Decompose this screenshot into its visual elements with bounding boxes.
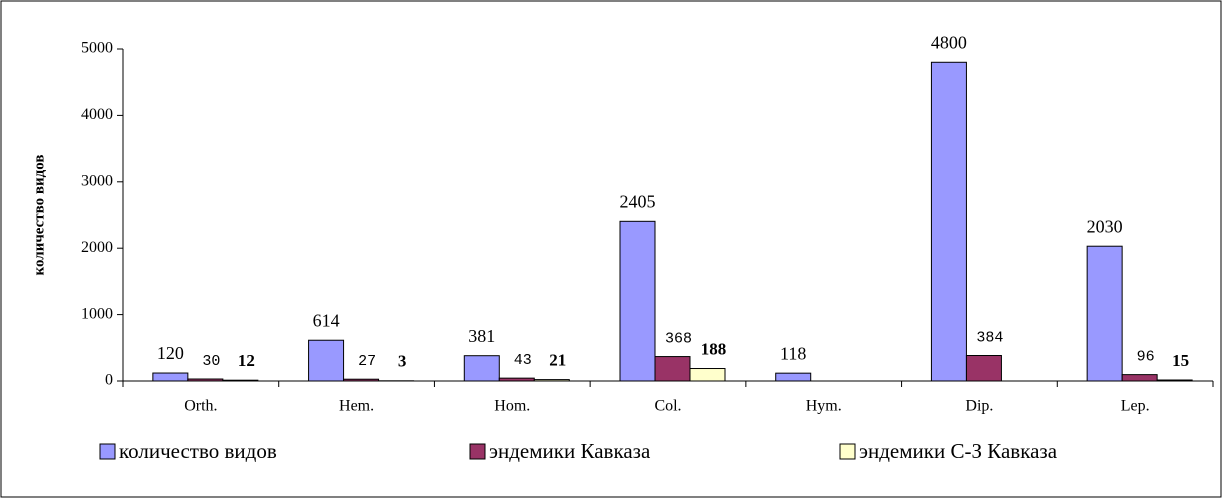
x-tick-label: Orth. [184, 398, 217, 415]
data-label: 118 [780, 343, 806, 363]
data-label: 2405 [620, 191, 656, 211]
bar [689, 368, 726, 382]
bar [1156, 379, 1193, 382]
bar [965, 355, 1002, 382]
y-tick-label: 1000 [81, 305, 113, 322]
bar [533, 379, 570, 382]
bar [775, 372, 812, 382]
bar [308, 339, 345, 382]
x-tick-label: Dip. [965, 398, 993, 415]
bar [619, 220, 656, 382]
data-label: 12 [238, 351, 255, 370]
data-label: 381 [468, 326, 495, 346]
x-tick-label: Hem. [339, 398, 374, 415]
legend-swatch [839, 443, 856, 460]
data-label: 30 [202, 353, 220, 370]
bar [930, 61, 967, 382]
bar [222, 379, 259, 382]
data-label: 368 [665, 331, 692, 348]
x-tick-label: Hym. [806, 398, 842, 415]
y-axis-label: количество видов [31, 155, 47, 276]
data-label: 3 [398, 352, 407, 371]
data-label: 4800 [931, 32, 967, 52]
legend-label: количество видов [119, 439, 277, 463]
data-label: 2030 [1087, 216, 1123, 236]
y-tick-label: 2000 [81, 239, 113, 256]
x-tick-label: Hom. [494, 398, 530, 415]
bar [152, 372, 189, 382]
bar [498, 377, 535, 382]
data-label: 15 [1172, 351, 1189, 370]
legend-label: эндемики Кавказа [489, 439, 651, 463]
data-label: 188 [701, 339, 727, 358]
bar [1121, 374, 1158, 382]
bar [463, 355, 500, 382]
bar [654, 356, 691, 382]
bar [1086, 245, 1123, 382]
y-tick-label: 4000 [81, 106, 113, 123]
data-label: 96 [1137, 349, 1155, 366]
bar [187, 378, 224, 382]
data-label: 120 [157, 343, 184, 363]
legend-swatch [469, 443, 486, 460]
x-tick-label: Col. [654, 398, 681, 415]
y-tick-label: 0 [105, 372, 113, 389]
legend-swatch [99, 443, 116, 460]
bar [343, 378, 380, 382]
data-label: 43 [514, 352, 532, 369]
legend-label: эндемики С-З Кавказа [859, 439, 1058, 463]
y-tick-label: 3000 [81, 172, 113, 189]
data-label: 614 [313, 310, 340, 330]
y-tick-label: 5000 [81, 40, 113, 57]
data-label: 21 [549, 351, 566, 370]
data-label: 384 [976, 329, 1003, 346]
x-tick-label: Lep. [1121, 398, 1150, 415]
data-label: 27 [358, 353, 376, 370]
